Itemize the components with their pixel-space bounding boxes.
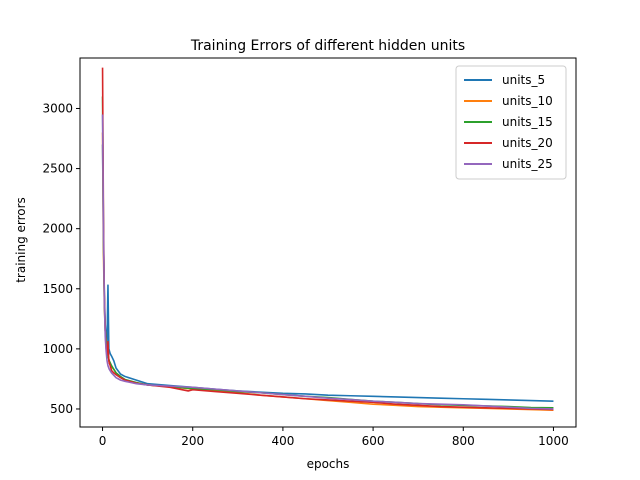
y-tick-label: 2000	[42, 222, 73, 236]
x-tick-label: 200	[181, 434, 204, 448]
y-tick-label: 1500	[42, 282, 73, 296]
y-tick-label: 500	[50, 402, 73, 416]
legend: units_5 units_10 units_15 units_20 units_25	[455, 65, 567, 180]
series-line-units_25	[101, 114, 554, 410]
series-group	[101, 67, 554, 411]
y-tick-label: 2500	[42, 162, 73, 176]
x-tick-label: 1000	[538, 434, 569, 448]
y-axis-title: training errors	[14, 197, 28, 283]
chart-title: Training Errors of different hidden unit…	[190, 38, 465, 54]
legend-box	[455, 65, 567, 180]
x-tick-label: 600	[362, 434, 385, 448]
x-tick-label: 400	[271, 434, 294, 448]
legend-label: units_5	[502, 73, 545, 87]
legend-label: units_25	[502, 157, 553, 171]
legend-label: units_15	[502, 115, 553, 129]
x-axis-title: epochs	[307, 457, 350, 471]
x-tick-label: 0	[99, 434, 107, 448]
legend-label: units_20	[502, 136, 553, 150]
plot-frame	[79, 57, 577, 428]
y-tick-label: 3000	[42, 101, 73, 115]
series-line-units_20	[101, 67, 554, 411]
y-axis: 500 1000 1500 2000 2500 3000	[42, 101, 80, 416]
x-axis: 0 200 400 600 800 1000	[99, 427, 569, 448]
x-tick-label: 800	[452, 434, 475, 448]
legend-label: units_10	[502, 94, 553, 108]
y-tick-label: 1000	[42, 342, 73, 356]
